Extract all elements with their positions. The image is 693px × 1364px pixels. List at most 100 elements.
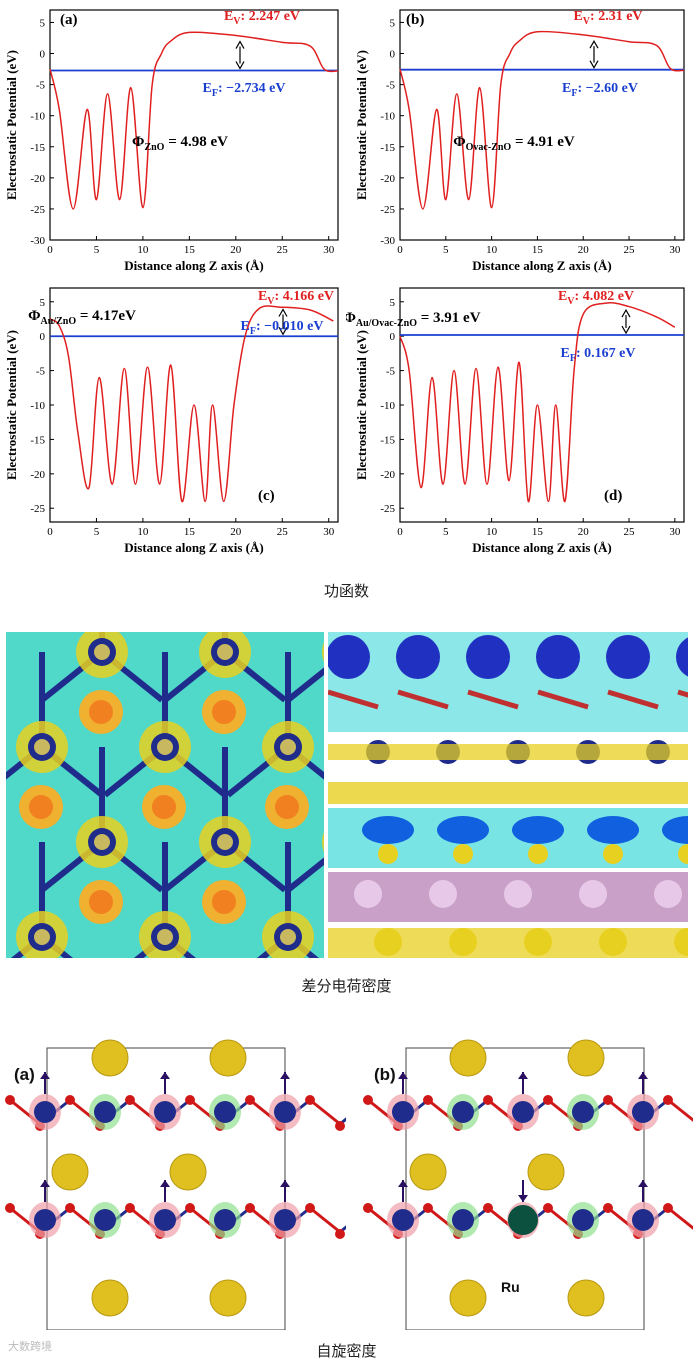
metal-atom [274, 1101, 296, 1123]
potential-curve [399, 302, 676, 503]
x-tick-label: 30 [323, 526, 335, 538]
potential-curve [49, 31, 339, 210]
x-tick-label: 25 [624, 526, 636, 538]
y-tick-label: -15 [30, 434, 45, 446]
y-tick-label: 0 [40, 331, 46, 343]
y-axis-title: Electrostatic Potential (eV) [354, 330, 369, 480]
y-tick-label: -25 [380, 503, 395, 515]
blue-lobe [396, 635, 440, 679]
y-tick-label: -20 [30, 173, 45, 185]
spin-arrow-head [518, 1195, 528, 1202]
gold-atom [567, 1279, 605, 1317]
oxygen-atom [663, 1095, 673, 1105]
metal-atom [632, 1101, 654, 1123]
metal-atom [572, 1101, 594, 1123]
oxygen-atom [125, 1095, 135, 1105]
oxygen-atom [5, 1203, 15, 1213]
blue-lobe [437, 816, 489, 844]
bond [339, 1117, 346, 1126]
charge-lobe [322, 832, 324, 852]
spin-arrow-head [40, 1180, 50, 1187]
metal-atom [214, 1101, 236, 1123]
bond [309, 1206, 341, 1234]
x-tick-label: 15 [532, 526, 544, 538]
y-tick-label: -10 [30, 111, 45, 123]
caption-spin-density: 自旋密度 [316, 1342, 377, 1360]
gold-atom [449, 1279, 487, 1317]
orange-atom-core [212, 890, 236, 914]
y-tick-label: -5 [386, 80, 396, 92]
ru-atom [508, 1205, 538, 1235]
oxygen-atom [245, 1203, 255, 1213]
spin-arrow-head [398, 1072, 408, 1079]
blue-lobe [676, 637, 688, 677]
watermark: 大数跨境 [8, 1340, 52, 1353]
blue-lobe [606, 635, 650, 679]
gold-atom [409, 1153, 447, 1191]
metal-atom [214, 1209, 236, 1231]
panel-letter: (d) [604, 488, 622, 504]
panel-letter: (b) [406, 12, 424, 28]
x-tick-label: 10 [137, 244, 149, 256]
arrow-head-up [621, 308, 631, 318]
fermi-level-label: EF: 0.167 eV [561, 346, 636, 364]
orange-atom-core [29, 795, 53, 819]
yellow-band-bottom [328, 928, 688, 958]
gold-atom [209, 1279, 247, 1317]
blue-lobe [587, 816, 639, 844]
bond [607, 689, 659, 710]
vacuum-level-label: EV: 4.166 eV [258, 289, 334, 307]
x-tick-label: 5 [94, 526, 100, 538]
oxygen-atom [65, 1203, 75, 1213]
atom-core [94, 834, 110, 850]
y-tick-label: -30 [380, 235, 395, 247]
gold-atom [91, 1279, 129, 1317]
x-tick-label: 15 [184, 244, 196, 256]
bond [467, 689, 519, 710]
y-tick-label: -5 [36, 80, 46, 92]
work-function-chart-b: 0 5 10 15 20 25 30 5 0 -5 -10 -15 -20 -25 -30 Distance … [354, 9, 685, 273]
gold-atom [91, 1039, 129, 1077]
y-tick-label: -15 [30, 142, 45, 154]
spin-arrow-head [638, 1072, 648, 1079]
atom-core [34, 739, 50, 755]
oxygen-atom [483, 1095, 493, 1105]
vacuum-level-label: EV: 2.31 eV [573, 9, 642, 27]
oxygen-atom [663, 1203, 673, 1213]
oxygen-atom [185, 1095, 195, 1105]
yellow-band-2 [328, 782, 688, 804]
spin-arrow-head [398, 1180, 408, 1187]
arrow-head-down [621, 325, 631, 335]
x-tick-label: 20 [578, 526, 590, 538]
atom [453, 844, 473, 864]
metal-atom [34, 1209, 56, 1231]
x-tick-label: 30 [669, 526, 681, 538]
y-tick-label: -20 [380, 469, 395, 481]
arrow-head-down [235, 61, 245, 70]
gold-atom [449, 1039, 487, 1077]
arrow-head-up [589, 39, 599, 49]
metal-atom [94, 1209, 116, 1231]
y-tick-label: -15 [380, 434, 395, 446]
bond [537, 689, 589, 710]
work-function-label: ΦOvac-ZnO = 4.91 eV [453, 134, 575, 153]
arrow-head-down [278, 326, 288, 336]
x-tick-label: 0 [47, 244, 53, 256]
gold-atom [51, 1153, 89, 1191]
spin-density-panel-b: (b) Ru [363, 1039, 693, 1330]
atom-core [280, 739, 296, 755]
metal-atom [392, 1101, 414, 1123]
x-tick-label: 5 [443, 244, 449, 256]
charge-density-top-view [6, 632, 324, 958]
ru-atom-label: Ru [501, 1279, 520, 1295]
spin-arrow-head [160, 1072, 170, 1079]
orange-atom-core [275, 795, 299, 819]
metal-atom [94, 1101, 116, 1123]
bond [286, 667, 324, 703]
x-tick-label: 20 [230, 244, 242, 256]
oxygen-atom [305, 1203, 315, 1213]
x-tick-label: 15 [532, 244, 544, 256]
oxygen-atom [65, 1095, 75, 1105]
y-axis-title: Electrostatic Potential (eV) [4, 50, 19, 200]
metal-atom [34, 1101, 56, 1123]
